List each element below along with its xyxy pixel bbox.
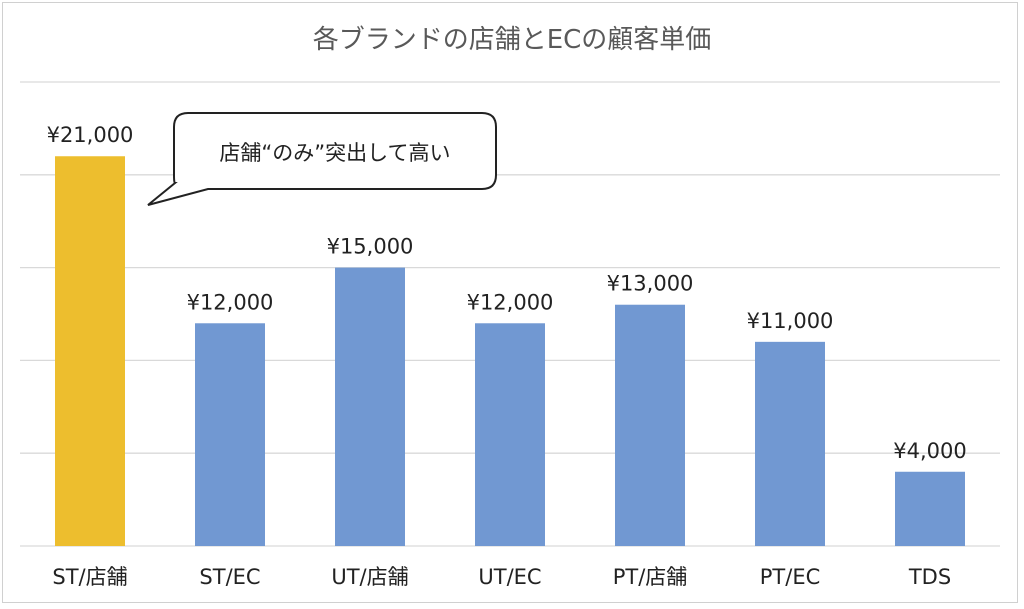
callout-text: 店舗“のみ”突出して高い [219, 141, 450, 165]
value-labels: ¥21,000 ¥12,000 ¥15,000 ¥12,000 ¥13,000 ¥11,0… [47, 123, 967, 463]
bar-0 [55, 156, 125, 547]
bar-1 [195, 323, 265, 546]
value-label-4: ¥13,000 [607, 272, 694, 296]
bar-5 [755, 341, 825, 546]
category-label-6: TDS [908, 565, 951, 589]
value-label-1: ¥12,000 [187, 290, 274, 314]
category-label-4: PT/店舗 [613, 565, 688, 589]
value-label-6: ¥4,000 [893, 439, 966, 463]
category-label-3: UT/EC [478, 565, 541, 589]
value-label-5: ¥11,000 [747, 309, 834, 333]
value-label-0: ¥21,000 [47, 123, 134, 147]
bar-3 [475, 323, 545, 546]
category-labels: ST/店舗 ST/EC UT/店舗 UT/EC PT/店舗 PT/EC TDS [52, 565, 951, 589]
category-label-0: ST/店舗 [52, 565, 127, 589]
category-label-5: PT/EC [760, 565, 821, 589]
bar-6 [895, 471, 965, 546]
bars [55, 156, 965, 547]
category-label-2: UT/店舗 [331, 565, 408, 589]
bar-4 [615, 304, 685, 546]
value-label-2: ¥15,000 [327, 235, 414, 259]
category-label-1: ST/EC [199, 565, 260, 589]
chart-title: 各ブランドの店舗とECの顧客単価 [313, 25, 712, 55]
callout: 店舗“のみ”突出して高い [147, 112, 497, 206]
callout-bubble [147, 112, 497, 206]
value-label-3: ¥12,000 [467, 290, 554, 314]
bar-2 [335, 267, 405, 546]
